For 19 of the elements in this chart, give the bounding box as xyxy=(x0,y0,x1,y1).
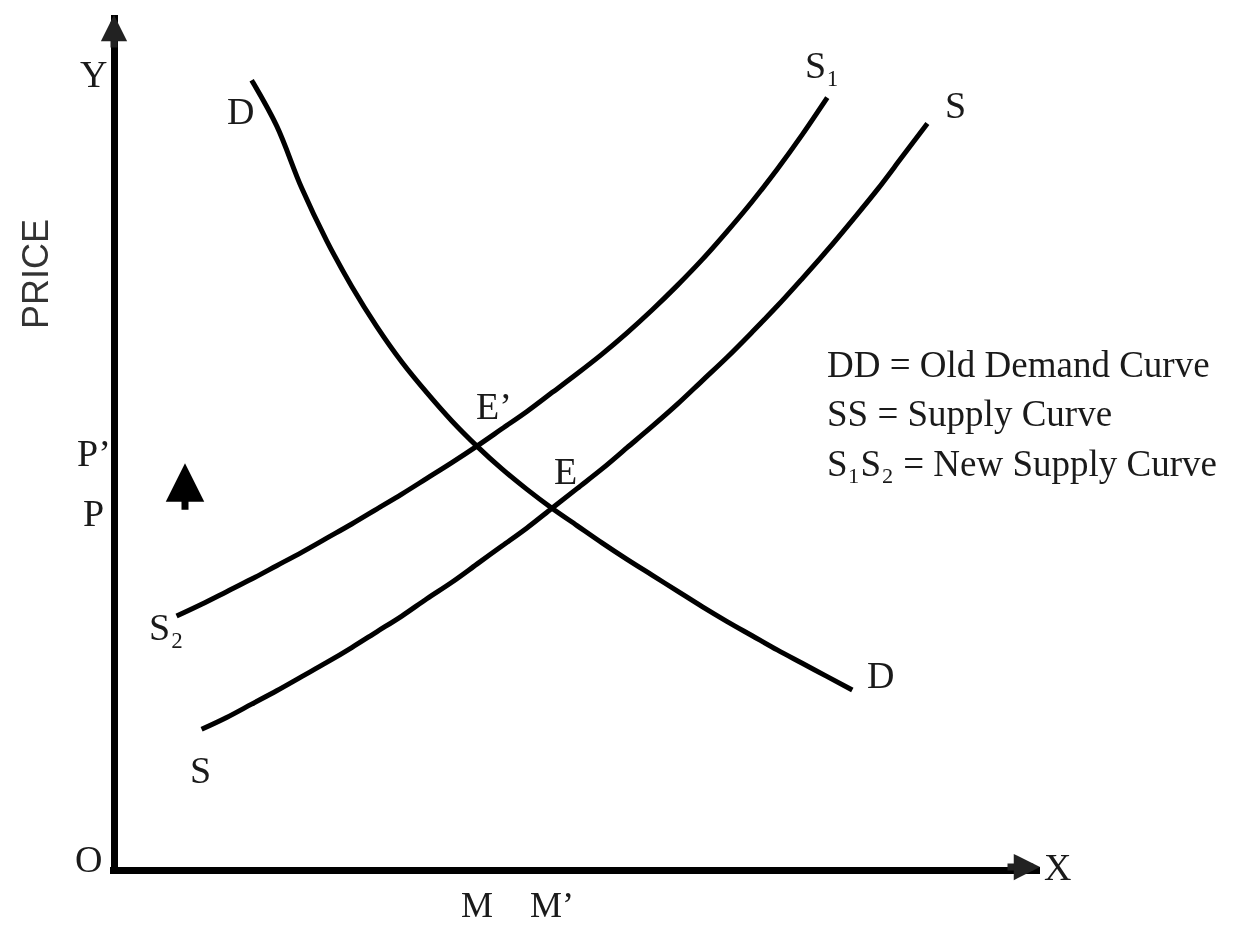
x-tick-label: M xyxy=(460,885,493,926)
annotation: S xyxy=(945,84,967,126)
annotation: S xyxy=(190,749,212,791)
annotation: D xyxy=(867,654,895,696)
annotation: S₁S₂ = New Supply Curve xyxy=(827,443,1217,484)
annotation: D xyxy=(227,90,255,132)
annotation: E’ xyxy=(476,385,512,427)
annotation: SS = Supply Curve xyxy=(827,393,1113,434)
y-axis-title: PRICE xyxy=(14,219,56,330)
annotation: DD = Old Demand Curve xyxy=(827,344,1210,385)
text: P’ xyxy=(77,432,111,474)
annotation: E xyxy=(554,450,578,492)
text: Y xyxy=(80,53,108,95)
annotation: S₁ xyxy=(805,44,840,86)
text: O xyxy=(75,838,103,880)
x-axis-title: X xyxy=(1044,846,1072,888)
text: P xyxy=(83,492,105,534)
x-tick-label: M’ xyxy=(529,885,574,926)
annotation: S₂ xyxy=(149,606,184,648)
